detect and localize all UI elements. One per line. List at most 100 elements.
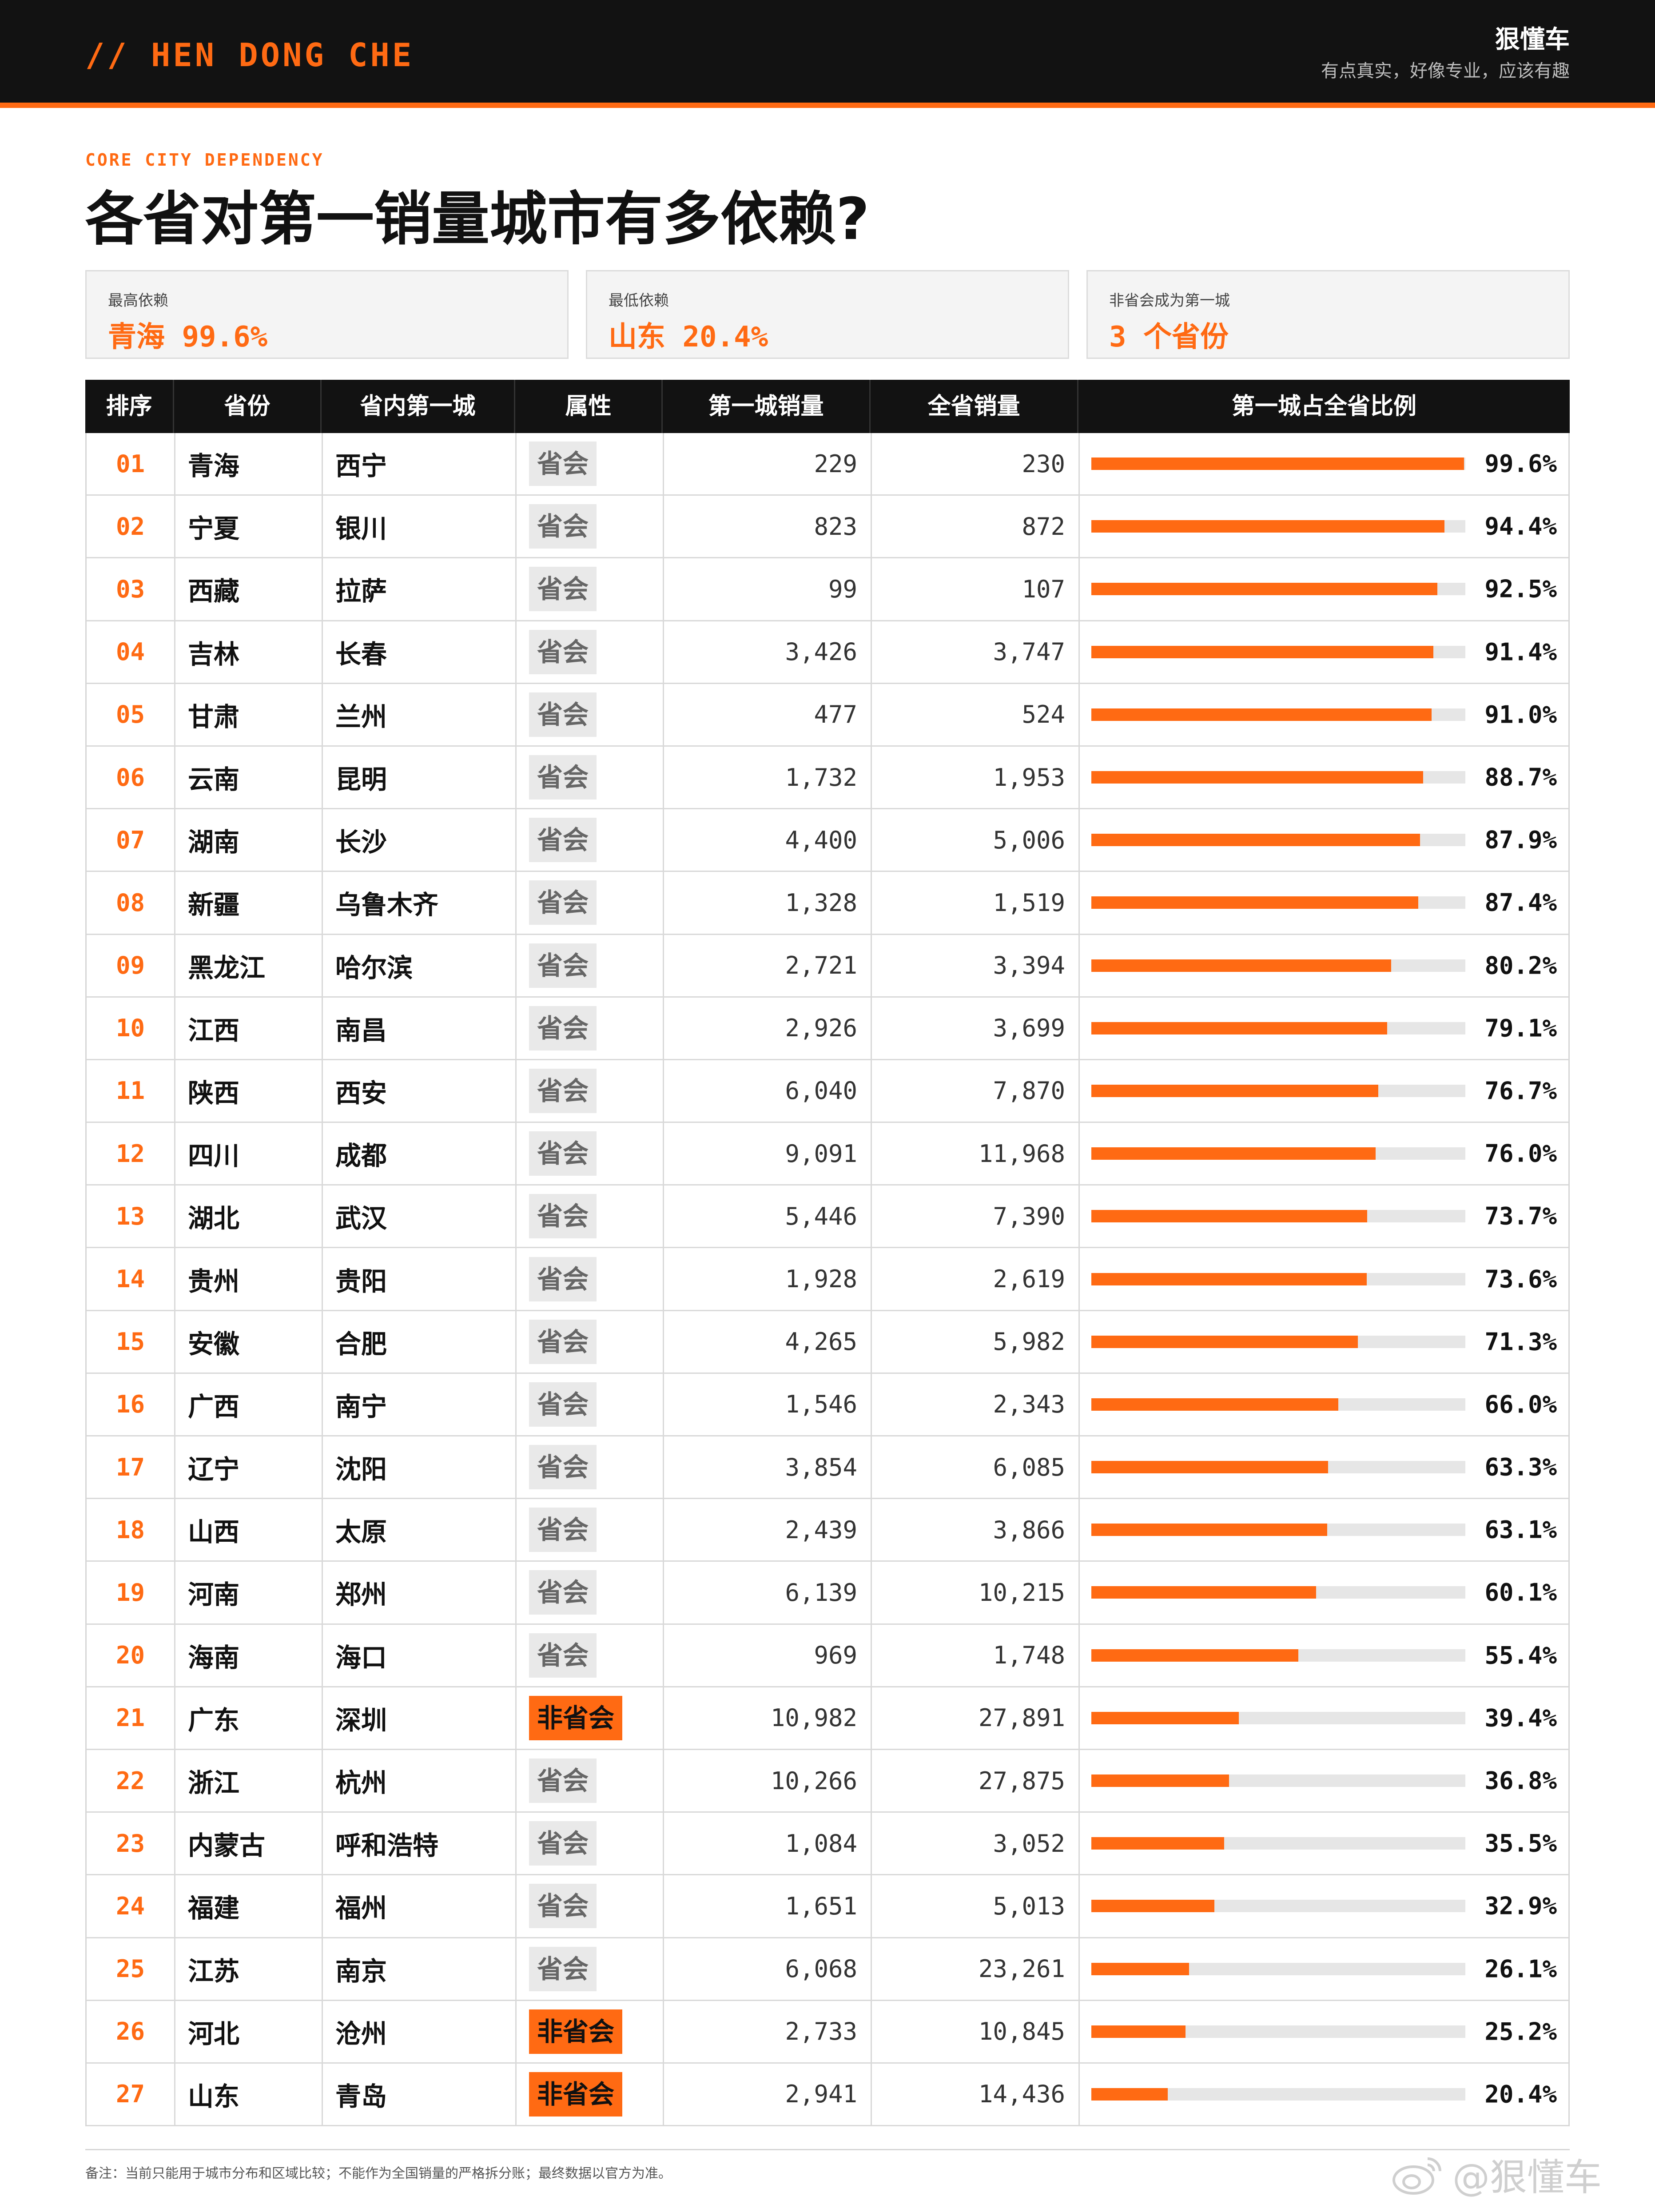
table-row: 17 辽宁 沈阳 省会 3,854 6,085 63.3% <box>87 1436 1568 1500</box>
attribute-badge: 省会 <box>529 1445 597 1490</box>
ratio-bar-track <box>1091 583 1465 596</box>
ratio-bar-fill <box>1091 1461 1328 1474</box>
rank-cell: 10 <box>87 997 175 1059</box>
ratio-bar-track <box>1091 458 1465 470</box>
ratio-bar-track <box>1091 834 1465 847</box>
ratio-bar-track <box>1091 1900 1465 1913</box>
table-row: 03 西藏 拉萨 省会 99 107 92.5% <box>87 558 1568 621</box>
ratio-cell: 39.4% <box>1080 1687 1568 1749</box>
ratio-bar-track <box>1091 2025 1465 2038</box>
attribute-badge: 省会 <box>529 692 597 737</box>
first-city-sales-cell: 6,068 <box>664 1938 872 2000</box>
ratio-bar-track <box>1091 896 1465 909</box>
dependency-table: 排序 省份 省内第一城 属性 第一城销量 全省销量 第一城占全省比例 01 青海西… <box>85 380 1570 2127</box>
attribute-cell: 省会 <box>517 1060 664 1122</box>
table-row: 09 黑龙江 哈尔滨 省会 2,721 3,394 80.2% <box>87 935 1568 998</box>
attribute-cell: 非省会 <box>517 2001 664 2062</box>
ratio-bar-track <box>1091 1461 1465 1474</box>
first-city-cell: 南宁 <box>323 1373 517 1435</box>
ratio-bar-track <box>1091 1524 1465 1536</box>
attribute-badge: 省会 <box>529 504 597 549</box>
province-cell: 广东 <box>175 1687 323 1749</box>
attribute-cell: 非省会 <box>517 2063 664 2125</box>
ratio-cell: 20.4% <box>1080 2064 1568 2125</box>
ratio-bar-fill <box>1091 2025 1186 2038</box>
card-label: 最高依赖 <box>108 292 168 310</box>
attribute-badge: 省会 <box>529 1068 597 1113</box>
first-city-sales-cell: 229 <box>664 433 872 495</box>
first-city-cell: 海口 <box>323 1624 517 1686</box>
province-sales-cell: 2,619 <box>872 1248 1080 1310</box>
ratio-cell: 60.1% <box>1080 1562 1568 1623</box>
rank-cell: 02 <box>87 496 175 557</box>
ratio-bar-fill <box>1091 834 1420 847</box>
province-sales-cell: 14,436 <box>872 2063 1080 2125</box>
province-sales-cell: 3,747 <box>872 621 1080 683</box>
ratio-bar-track <box>1091 959 1465 972</box>
ratio-bar-fill <box>1091 1147 1376 1160</box>
ratio-label: 63.3% <box>1484 1453 1557 1481</box>
ratio-bar-fill <box>1091 1524 1328 1536</box>
ratio-bar-track <box>1091 1147 1465 1160</box>
table-row: 05 甘肃 兰州 省会 477 524 91.0% <box>87 684 1568 747</box>
province-cell: 浙江 <box>175 1750 323 1812</box>
ratio-cell: 32.9% <box>1080 1875 1568 1937</box>
attribute-badge: 省会 <box>529 1006 597 1050</box>
first-city-cell: 呼和浩特 <box>323 1813 517 1874</box>
card-highest: 最高依赖 青海 99.6% <box>85 270 569 359</box>
attribute-badge: 省会 <box>529 1570 597 1615</box>
ratio-bar-fill <box>1091 771 1423 784</box>
rank-cell: 22 <box>87 1750 175 1812</box>
ratio-bar-fill <box>1091 1711 1239 1724</box>
ratio-label: 36.8% <box>1484 1766 1557 1795</box>
province-sales-cell: 230 <box>872 433 1080 495</box>
table-row: 12 四川 成都 省会 9,091 11,968 76.0% <box>87 1123 1568 1186</box>
rank-cell: 04 <box>87 621 175 683</box>
rank-cell: 18 <box>87 1499 175 1561</box>
first-city-sales-cell: 99 <box>664 558 872 620</box>
rank-cell: 14 <box>87 1248 175 1310</box>
province-cell: 湖南 <box>175 809 323 871</box>
first-city-sales-cell: 2,439 <box>664 1499 872 1561</box>
first-city-sales-cell: 10,266 <box>664 1750 872 1812</box>
watermark: @狠懂车 <box>1390 2148 1602 2201</box>
attribute-badge: 省会 <box>529 1257 597 1301</box>
ratio-bar-track <box>1091 1335 1465 1348</box>
ratio-label: 92.5% <box>1484 575 1557 603</box>
first-city-cell: 沧州 <box>323 2001 517 2062</box>
first-city-sales-cell: 1,084 <box>664 1813 872 1874</box>
ratio-label: 79.1% <box>1484 1014 1557 1042</box>
col-header-first-city: 省内第一城 <box>322 380 515 433</box>
province-cell: 山东 <box>175 2063 323 2125</box>
ratio-label: 20.4% <box>1484 2080 1557 2109</box>
table-row: 08 新疆 乌鲁木齐 省会 1,328 1,519 87.4% <box>87 872 1568 935</box>
ratio-label: 26.1% <box>1484 1955 1557 1983</box>
card-label: 最低依赖 <box>609 292 669 310</box>
first-city-cell: 武汉 <box>323 1186 517 1247</box>
first-city-sales-cell: 2,733 <box>664 2001 872 2062</box>
rank-cell: 12 <box>87 1123 175 1185</box>
ratio-bar-fill <box>1091 1837 1224 1850</box>
rank-cell: 06 <box>87 746 175 808</box>
first-city-sales-cell: 10,982 <box>664 1687 872 1749</box>
brand-wordmark: // HEN DONG CHE <box>85 36 414 74</box>
ratio-cell: 87.4% <box>1080 872 1568 933</box>
table-body: 01 青海 西宁 省会 229 230 99.6% 02 宁夏 银川 省会 823 872 94.4% 03… <box>85 433 1570 2127</box>
table-row: 22 浙江 杭州 省会 10,266 27,875 36.8% <box>87 1750 1568 1813</box>
first-city-cell: 昆明 <box>323 746 517 808</box>
ratio-bar-fill <box>1091 583 1437 596</box>
ratio-bar-track <box>1091 1711 1465 1724</box>
ratio-cell: 35.5% <box>1080 1813 1568 1874</box>
ratio-label: 76.0% <box>1484 1139 1557 1168</box>
table-row: 20 海南 海口 省会 969 1,748 55.4% <box>87 1624 1568 1687</box>
ratio-bar-fill <box>1091 520 1444 533</box>
rank-cell: 20 <box>87 1624 175 1686</box>
attribute-badge: 省会 <box>529 880 597 925</box>
first-city-cell: 福州 <box>323 1875 517 1937</box>
first-city-cell: 深圳 <box>323 1687 517 1749</box>
ratio-cell: 63.1% <box>1080 1499 1568 1560</box>
province-cell: 江西 <box>175 997 323 1059</box>
province-cell: 山西 <box>175 1499 323 1561</box>
section-eyebrow: CORE CITY DEPENDENCY <box>85 150 324 170</box>
ratio-label: 88.7% <box>1484 763 1557 792</box>
